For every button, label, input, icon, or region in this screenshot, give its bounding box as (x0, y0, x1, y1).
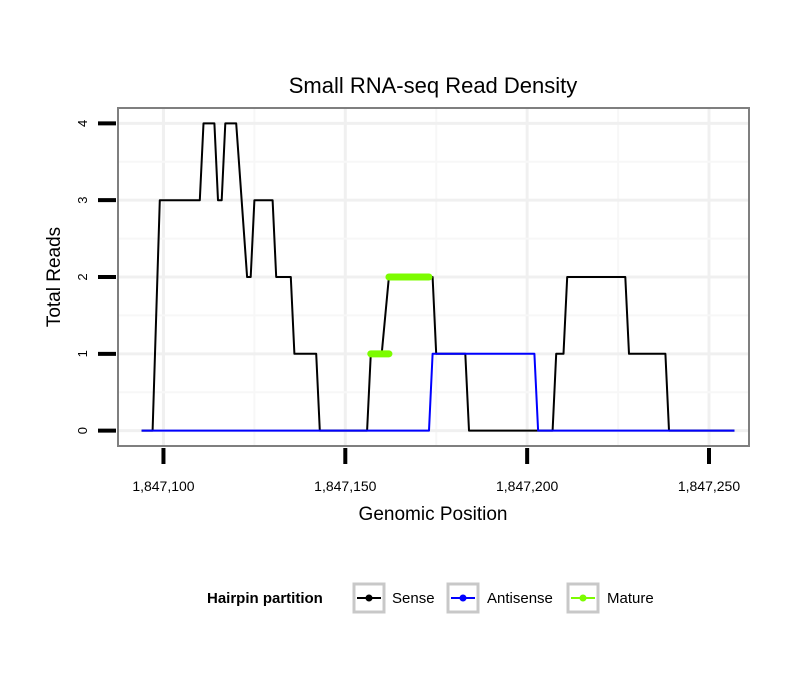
legend-point-sense (365, 594, 373, 602)
x-axis-label: Genomic Position (359, 504, 508, 525)
legend-label-mature: Mature (607, 590, 654, 607)
x-tick-label: 1,847,250 (678, 478, 740, 494)
y-tick-label: 0 (75, 427, 90, 434)
legend-title: Hairpin partition (207, 590, 323, 607)
x-tick-label: 1,847,150 (314, 478, 376, 494)
legend-item-antisense: Antisense (446, 582, 553, 614)
y-tick-label: 1 (75, 350, 90, 357)
legend: Hairpin partition Sense Antisense Mature (207, 582, 654, 614)
series-line-antisense (141, 352, 735, 432)
y-axis-label: Total Reads (44, 227, 65, 327)
plot-border (117, 107, 750, 447)
series-layer (141, 122, 735, 432)
legend-item-sense: Sense (352, 582, 435, 614)
axes: 1,847,100 1,847,150 1,847,200 1,847,250 0 1 2 3… (75, 120, 740, 494)
y-tick-label: 3 (75, 197, 90, 204)
x-tick-label: 1,847,200 (496, 478, 558, 494)
legend-label-sense: Sense (392, 590, 435, 607)
legend-point-antisense (459, 594, 467, 602)
y-tick-label: 2 (75, 273, 90, 280)
x-tick-label: 1,847,100 (132, 478, 194, 494)
legend-item-mature: Mature (566, 582, 654, 614)
legend-point-mature (579, 594, 587, 602)
legend-label-antisense: Antisense (487, 590, 553, 607)
chart-title: Small RNA-seq Read Density (289, 73, 578, 98)
y-tick-label: 4 (75, 120, 90, 127)
